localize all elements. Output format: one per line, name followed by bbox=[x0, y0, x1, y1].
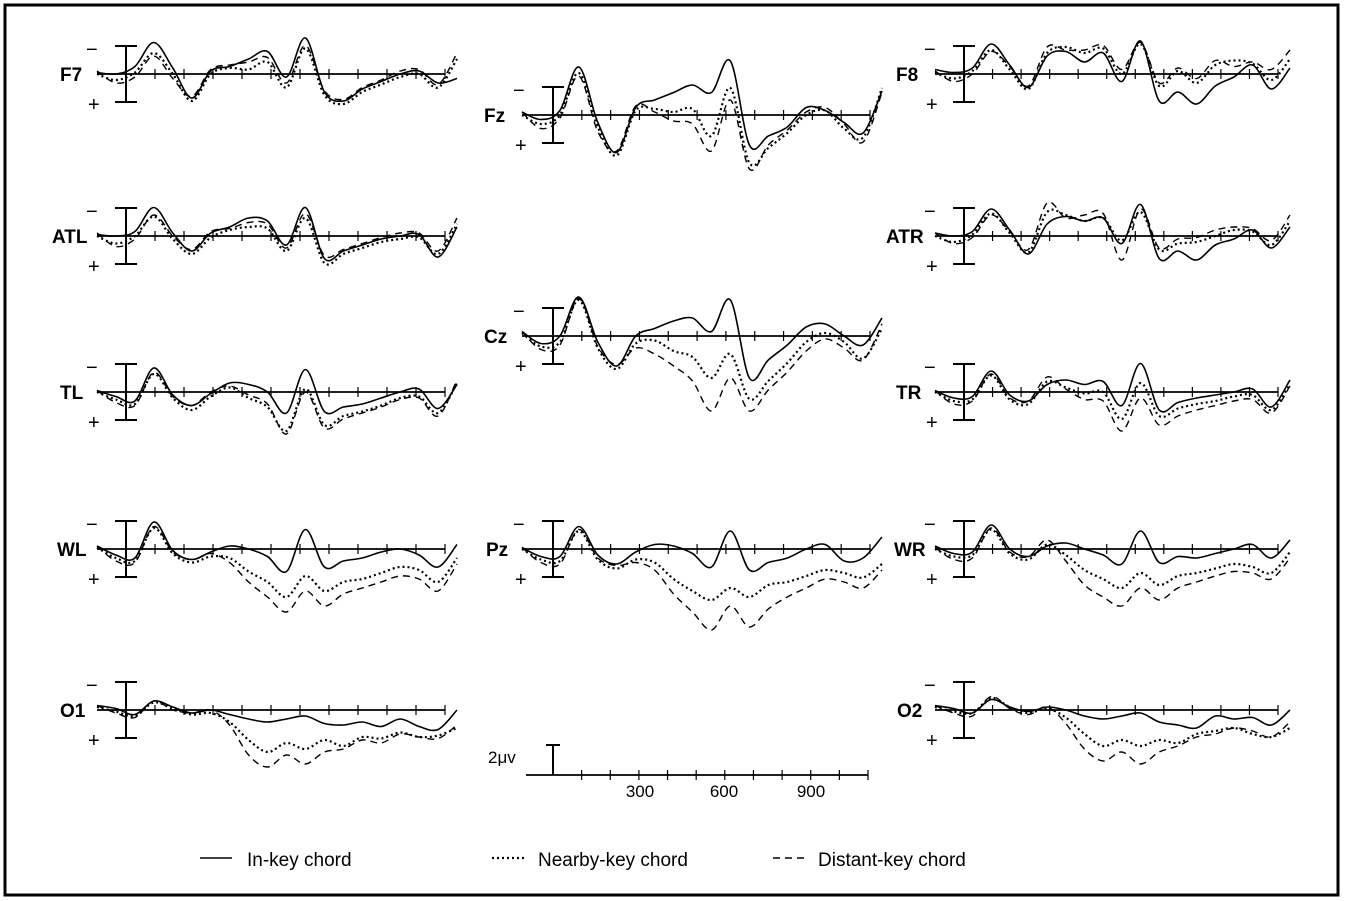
waveform-nearby-key-chord bbox=[96, 526, 458, 599]
waveform-distant-key-chord bbox=[934, 201, 1291, 261]
waveform-distant-key-chord bbox=[934, 695, 1291, 765]
panel-fz: Fz− + bbox=[484, 58, 884, 172]
polarity-positive-label: + bbox=[926, 256, 938, 278]
figure-border bbox=[3, 3, 1340, 897]
polarity-negative-label: − bbox=[86, 39, 98, 61]
waveform-nearby-key-chord bbox=[96, 215, 458, 266]
waveform-distant-key-chord bbox=[521, 528, 883, 631]
waveform-distant-key-chord bbox=[521, 75, 883, 172]
channel-label: O2 bbox=[897, 701, 922, 722]
polarity-positive-label: + bbox=[88, 569, 100, 591]
channel-label: Pz bbox=[486, 540, 508, 561]
channel-label: Fz bbox=[484, 106, 505, 127]
panel-f8: F8− + bbox=[896, 39, 1291, 116]
polarity-negative-label: − bbox=[924, 514, 936, 536]
panel-atl: ATL − + bbox=[52, 201, 458, 278]
channel-label: O1 bbox=[60, 701, 86, 722]
waveform-in-key-chord bbox=[934, 698, 1291, 730]
polarity-negative-label: − bbox=[513, 514, 525, 536]
waveform-distant-key-chord bbox=[96, 525, 458, 613]
waveform-nearby-key-chord bbox=[521, 71, 884, 167]
polarity-positive-label: + bbox=[88, 256, 100, 278]
panel-f7: F7− + bbox=[60, 37, 458, 116]
polarity-negative-label: − bbox=[513, 80, 525, 102]
channel-label: Cz bbox=[484, 327, 507, 348]
waveform-nearby-key-chord bbox=[934, 42, 1291, 91]
erp-panels: F7−+Fz−+F8−+ATL−+ATR−+Cz−+TL−+TR−+WL−+Pz… bbox=[52, 37, 1291, 768]
polarity-positive-label: + bbox=[88, 412, 100, 434]
panel-o2: O2− + bbox=[897, 675, 1291, 765]
channel-label: ATR bbox=[886, 227, 924, 248]
panel-wl: WL − + bbox=[57, 514, 458, 613]
polarity-negative-label: − bbox=[924, 201, 936, 223]
waveform-in-key-chord bbox=[521, 58, 883, 154]
waveform-in-key-chord bbox=[96, 521, 458, 574]
panel-pz: Pz− + bbox=[486, 514, 883, 631]
waveform-in-key-chord bbox=[521, 296, 883, 382]
waveform-in-key-chord bbox=[96, 367, 458, 415]
polarity-negative-label: − bbox=[513, 301, 525, 323]
polarity-positive-label: + bbox=[926, 94, 938, 116]
waveform-distant-key-chord bbox=[934, 527, 1291, 607]
legend-label-in-key: In-key chord bbox=[247, 850, 352, 871]
polarity-negative-label: − bbox=[924, 675, 936, 697]
channel-label: WR bbox=[894, 540, 926, 561]
polarity-negative-label: − bbox=[924, 39, 936, 61]
panel-o1: O1− + bbox=[60, 675, 458, 768]
waveform-in-key-chord bbox=[934, 40, 1291, 105]
panel-tl: TL− + bbox=[60, 357, 458, 435]
waveform-distant-key-chord bbox=[96, 700, 458, 768]
polarity-positive-label: + bbox=[926, 569, 938, 591]
polarity-positive-label: + bbox=[515, 135, 527, 157]
polarity-negative-label: − bbox=[86, 201, 98, 223]
polarity-positive-label: + bbox=[515, 356, 527, 378]
panel-wr: WR − + bbox=[894, 514, 1291, 607]
polarity-negative-label: − bbox=[86, 357, 98, 379]
polarity-positive-label: + bbox=[88, 94, 100, 116]
waveform-distant-key-chord bbox=[521, 297, 883, 412]
waveform-in-key-chord bbox=[934, 203, 1291, 262]
polarity-negative-label: − bbox=[86, 675, 98, 697]
waveform-distant-key-chord bbox=[934, 41, 1291, 88]
polarity-positive-label: + bbox=[88, 730, 100, 752]
waveform-nearby-key-chord bbox=[934, 208, 1291, 255]
waveform-distant-key-chord bbox=[96, 44, 458, 101]
waveform-in-key-chord bbox=[521, 525, 883, 573]
panel-tr: TR− + bbox=[896, 357, 1291, 434]
panel-cz: Cz− + bbox=[484, 296, 883, 412]
channel-label: TL bbox=[60, 383, 84, 404]
scale-tick-label-900: 900 bbox=[797, 782, 825, 801]
waveform-in-key-chord bbox=[96, 206, 458, 262]
legend-label-nearby-key: Nearby-key chord bbox=[538, 850, 688, 871]
waveform-nearby-key-chord bbox=[96, 47, 458, 106]
waveform-distant-key-chord bbox=[934, 373, 1291, 432]
polarity-positive-label: + bbox=[515, 569, 527, 591]
scale-tick-label-600: 600 bbox=[710, 782, 738, 801]
polarity-positive-label: + bbox=[926, 412, 938, 434]
legend: In-key chord Nearby-key chord Distant-ke… bbox=[200, 850, 966, 871]
channel-label: TR bbox=[896, 383, 922, 404]
scale-time-ticks bbox=[581, 770, 869, 780]
polarity-positive-label: + bbox=[926, 730, 938, 752]
waveform-in-key-chord bbox=[934, 362, 1291, 413]
scale-amplitude-label: 2μv bbox=[488, 748, 516, 767]
channel-label: F8 bbox=[896, 65, 918, 86]
waveform-nearby-key-chord bbox=[934, 374, 1291, 421]
waveform-distant-key-chord bbox=[96, 371, 458, 435]
legend-label-distant-key: Distant-key chord bbox=[818, 850, 966, 871]
waveform-in-key-chord bbox=[96, 700, 458, 732]
waveform-in-key-chord bbox=[934, 524, 1291, 566]
channel-label: WL bbox=[57, 540, 87, 561]
scale-bar: 2μv 300 600 900 bbox=[488, 744, 869, 801]
waveform-in-key-chord bbox=[96, 37, 458, 103]
panel-atr: ATR− + bbox=[886, 201, 1291, 278]
polarity-negative-label: − bbox=[86, 514, 98, 536]
waveform-distant-key-chord bbox=[96, 212, 458, 259]
channel-label: F7 bbox=[60, 65, 82, 86]
polarity-negative-label: − bbox=[924, 357, 936, 379]
scale-tick-label-300: 300 bbox=[626, 782, 654, 801]
channel-label: ATL bbox=[52, 227, 88, 248]
